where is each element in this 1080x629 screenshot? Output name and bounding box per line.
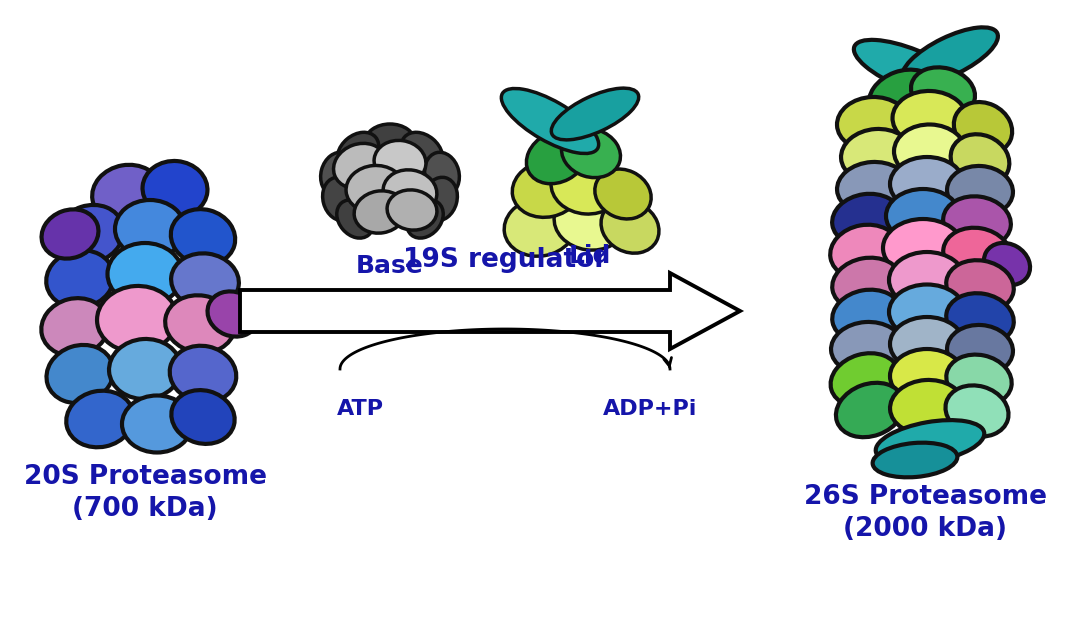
- Ellipse shape: [551, 156, 623, 214]
- Ellipse shape: [402, 132, 443, 172]
- Ellipse shape: [886, 189, 960, 243]
- Text: Lid: Lid: [569, 244, 611, 268]
- Ellipse shape: [902, 27, 998, 85]
- Text: Base: Base: [356, 254, 423, 278]
- Ellipse shape: [831, 353, 900, 407]
- Ellipse shape: [337, 200, 374, 238]
- Ellipse shape: [114, 200, 185, 258]
- Ellipse shape: [943, 228, 1011, 281]
- Ellipse shape: [890, 349, 964, 403]
- Ellipse shape: [41, 209, 98, 259]
- Ellipse shape: [109, 339, 181, 399]
- Ellipse shape: [504, 198, 576, 256]
- Ellipse shape: [892, 91, 968, 147]
- Ellipse shape: [383, 170, 437, 214]
- Ellipse shape: [56, 205, 123, 263]
- Ellipse shape: [354, 191, 406, 233]
- Ellipse shape: [321, 152, 355, 196]
- Ellipse shape: [346, 165, 404, 213]
- Ellipse shape: [171, 253, 239, 309]
- Ellipse shape: [946, 293, 1014, 345]
- Ellipse shape: [869, 70, 937, 123]
- Ellipse shape: [365, 124, 415, 160]
- Ellipse shape: [854, 40, 967, 98]
- Ellipse shape: [947, 325, 1013, 375]
- Ellipse shape: [837, 162, 909, 214]
- Ellipse shape: [407, 200, 443, 238]
- Ellipse shape: [943, 196, 1011, 248]
- Ellipse shape: [172, 390, 234, 444]
- Ellipse shape: [947, 166, 1013, 216]
- Ellipse shape: [92, 165, 162, 223]
- Ellipse shape: [323, 177, 357, 221]
- Ellipse shape: [512, 160, 582, 218]
- Ellipse shape: [984, 243, 1030, 285]
- Ellipse shape: [143, 161, 207, 217]
- Text: 20S Proteasome
(700 kDa): 20S Proteasome (700 kDa): [24, 464, 267, 522]
- Ellipse shape: [890, 380, 964, 434]
- Ellipse shape: [912, 67, 975, 116]
- Ellipse shape: [424, 152, 459, 196]
- Ellipse shape: [554, 192, 626, 250]
- Ellipse shape: [108, 243, 183, 305]
- Ellipse shape: [387, 190, 437, 230]
- Ellipse shape: [890, 157, 964, 211]
- Ellipse shape: [602, 201, 659, 253]
- Ellipse shape: [833, 290, 902, 342]
- Ellipse shape: [883, 219, 963, 277]
- Ellipse shape: [837, 97, 909, 151]
- Ellipse shape: [833, 194, 902, 246]
- Ellipse shape: [551, 88, 638, 140]
- Ellipse shape: [890, 317, 964, 371]
- FancyArrow shape: [240, 273, 740, 349]
- Ellipse shape: [207, 291, 258, 337]
- Ellipse shape: [46, 250, 113, 308]
- Ellipse shape: [334, 143, 387, 189]
- Ellipse shape: [66, 391, 134, 447]
- Ellipse shape: [833, 258, 902, 310]
- Ellipse shape: [841, 129, 913, 183]
- Ellipse shape: [831, 225, 900, 279]
- Text: 26S Proteasome
(2000 kDa): 26S Proteasome (2000 kDa): [804, 484, 1047, 542]
- Ellipse shape: [165, 295, 234, 353]
- Ellipse shape: [562, 128, 621, 177]
- Ellipse shape: [337, 132, 379, 172]
- Ellipse shape: [876, 420, 984, 464]
- Text: ATP: ATP: [337, 399, 383, 419]
- Ellipse shape: [41, 298, 109, 356]
- Ellipse shape: [46, 345, 113, 403]
- Ellipse shape: [97, 286, 177, 352]
- Ellipse shape: [836, 383, 904, 437]
- Ellipse shape: [946, 355, 1012, 406]
- Ellipse shape: [889, 284, 966, 340]
- Ellipse shape: [422, 177, 457, 221]
- Ellipse shape: [170, 346, 237, 403]
- Ellipse shape: [945, 386, 1009, 437]
- Ellipse shape: [374, 140, 426, 184]
- Ellipse shape: [889, 252, 966, 308]
- Ellipse shape: [873, 443, 957, 477]
- Ellipse shape: [946, 260, 1014, 312]
- Ellipse shape: [831, 322, 903, 374]
- Ellipse shape: [171, 209, 235, 265]
- Ellipse shape: [595, 169, 651, 219]
- Text: 19S regulator: 19S regulator: [403, 247, 607, 273]
- Ellipse shape: [954, 102, 1012, 154]
- Ellipse shape: [950, 134, 1010, 186]
- Text: ADP+Pi: ADP+Pi: [603, 399, 698, 419]
- Ellipse shape: [894, 125, 966, 179]
- Ellipse shape: [122, 396, 192, 452]
- Ellipse shape: [501, 89, 598, 153]
- Ellipse shape: [526, 130, 588, 184]
